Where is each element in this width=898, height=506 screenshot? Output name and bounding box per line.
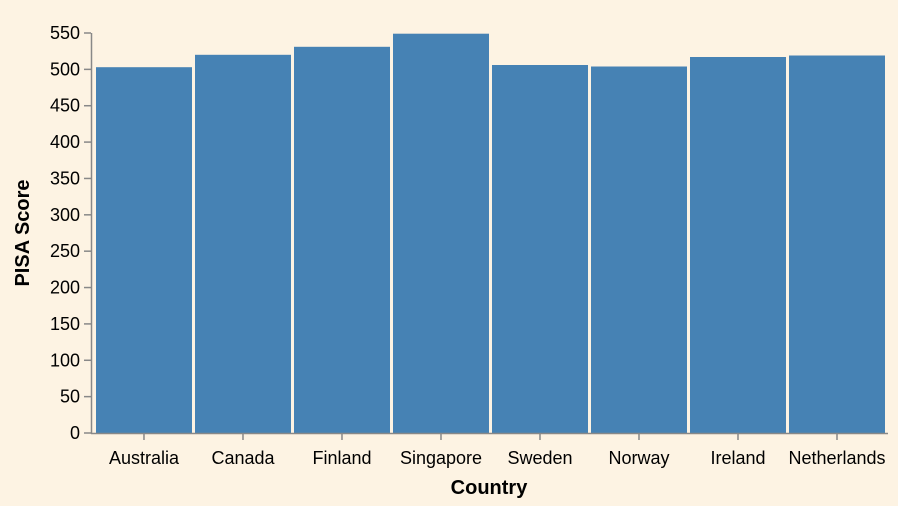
y-axis-title: PISA Score — [12, 179, 34, 286]
y-tick-label: 250 — [50, 241, 80, 261]
bar-singapore — [393, 33, 489, 433]
bar-canada — [195, 54, 291, 434]
bar-sweden — [492, 65, 588, 433]
y-tick-label: 100 — [50, 350, 80, 370]
x-tick-label: Singapore — [400, 448, 482, 468]
y-tick-label: 200 — [50, 278, 80, 298]
x-tick-label: Sweden — [507, 448, 572, 468]
x-tick-label: Australia — [109, 448, 180, 468]
x-tick-label: Netherlands — [788, 448, 885, 468]
y-tick-label: 400 — [50, 132, 80, 152]
y-tick-label: 450 — [50, 96, 80, 116]
x-tick-label: Norway — [608, 448, 669, 468]
bar-netherlands — [789, 55, 885, 433]
bars-group — [96, 33, 885, 434]
y-tick-label: 550 — [50, 23, 80, 43]
x-axis-title: Country — [451, 477, 529, 499]
y-tick-label: 50 — [60, 387, 80, 407]
y-axis: 0 50 100 150 200 250 300 350 400 450 500 550 — [50, 23, 93, 443]
x-axis: Australia Canada Finland Singapore Sweden Nor… — [91, 432, 888, 468]
x-tick-label: Finland — [312, 448, 371, 468]
x-tick-label: Ireland — [710, 448, 765, 468]
bar-norway — [591, 66, 687, 433]
bar-australia — [96, 67, 192, 433]
y-tick-label: 150 — [50, 314, 80, 334]
y-tick-label: 500 — [50, 59, 80, 79]
y-tick-label: 350 — [50, 168, 80, 188]
x-tick-label: Canada — [211, 448, 275, 468]
bar-ireland — [690, 57, 786, 433]
y-tick-label: 300 — [50, 205, 80, 225]
y-tick-label: 0 — [70, 423, 80, 443]
bar-finland — [294, 46, 390, 434]
